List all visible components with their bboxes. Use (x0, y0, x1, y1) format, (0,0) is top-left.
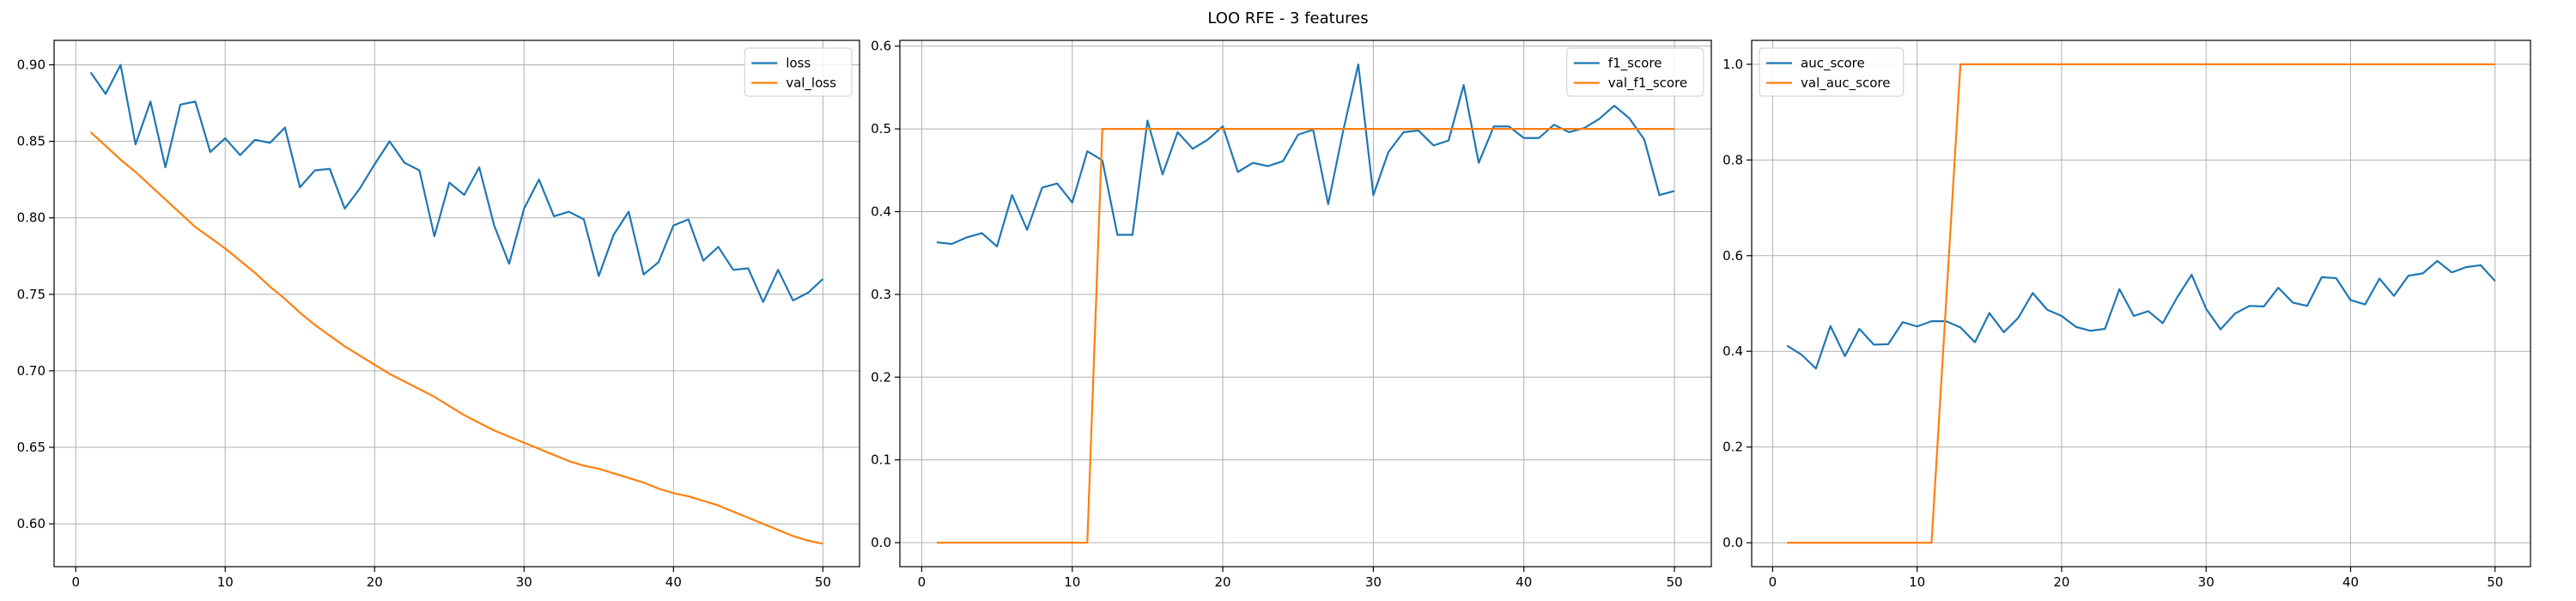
legend: f1_score val_f1_score (1566, 47, 1704, 97)
legend-label: val_f1_score (1608, 76, 1687, 92)
axes-frame (53, 39, 860, 568)
y-tick-label: 0.70 (17, 363, 46, 379)
x-tick-label: 0 (71, 574, 80, 590)
y-tick-label: 0.4 (871, 204, 891, 220)
y-tick-label: 0.80 (17, 210, 46, 226)
legend: auc_score val_auc_score (1759, 47, 1905, 97)
figure-title: LOO RFE - 3 features (1207, 9, 1368, 27)
x-tick-label: 10 (1064, 574, 1080, 590)
x-tick-label: 0 (918, 574, 927, 590)
x-tick-label: 20 (2053, 574, 2069, 590)
x-tick-label: 50 (2487, 574, 2503, 590)
x-tick-label: 40 (1516, 574, 1532, 590)
x-tick-label: 20 (1215, 574, 1231, 590)
y-tick-label: 0.90 (17, 58, 46, 73)
y-tick-label: 0.85 (17, 134, 46, 149)
y-tick-label: 0.65 (17, 440, 46, 455)
legend-label: loss (786, 56, 811, 71)
y-tick-label: 0.6 (871, 39, 891, 54)
axes-frame (1751, 39, 2531, 568)
series-line-f1-score (936, 63, 1675, 248)
x-tick-label: 40 (665, 574, 682, 590)
legend-label: val_loss (786, 76, 836, 92)
legend-box (1759, 47, 1905, 97)
y-tick-label: 0.60 (17, 516, 46, 531)
y-tick-label: 0.2 (1722, 440, 1743, 455)
subplot-1: 0 10 20 30 40 50 0.60 0.65 0.70 0.75 0.80 0.85 0.90 l… (17, 39, 860, 590)
subplot-2: 0 10 20 30 40 50 0.0 0.1 0.2 0.3 0.4 0.5 0.6 f1_score… (871, 39, 1712, 590)
series-line-loss (89, 64, 824, 303)
x-tick-label: 50 (815, 574, 831, 590)
subplot-3: 0 10 20 30 40 50 0.0 0.2 0.4 0.6 0.8 1.0 auc_scoreva… (1722, 39, 2531, 590)
y-tick-label: 0.6 (1722, 248, 1743, 264)
x-tick-label: 10 (217, 574, 234, 590)
x-tick-label: 20 (367, 574, 383, 590)
y-tick-label: 0.75 (17, 287, 46, 302)
x-tick-label: 40 (2342, 574, 2359, 590)
legend-box (1566, 47, 1704, 97)
series-line-val-auc-score (1787, 63, 2495, 544)
x-tick-label: 30 (1365, 574, 1382, 590)
y-tick-label: 0.0 (1722, 535, 1743, 550)
y-tick-label: 0.8 (1722, 152, 1743, 167)
x-tick-label: 30 (516, 574, 532, 590)
x-tick-label: 10 (1909, 574, 1925, 590)
series-line-val-f1-score (936, 128, 1675, 544)
legend-label: val_auc_score (1801, 76, 1891, 92)
x-tick-label: 30 (2198, 574, 2215, 590)
y-tick-label: 0.1 (871, 452, 891, 468)
y-tick-label: 0.5 (871, 121, 891, 137)
legend-box (744, 47, 853, 97)
legend-label: auc_score (1801, 56, 1865, 72)
axes-frame (899, 39, 1712, 568)
x-tick-label: 0 (1769, 574, 1777, 590)
series-line-auc-score (1786, 259, 2496, 370)
series-line-val-loss (89, 131, 823, 545)
legend-label: f1_score (1608, 56, 1662, 72)
y-tick-label: 0.4 (1722, 343, 1743, 359)
y-tick-label: 1.0 (1722, 57, 1743, 72)
subplots: 0 10 20 30 40 500.600.650.700.750.800.850.90 l… (17, 39, 2531, 590)
y-tick-label: 0.0 (871, 535, 891, 550)
y-tick-label: 0.2 (871, 369, 891, 385)
y-tick-label: 0.3 (871, 287, 891, 302)
x-tick-label: 50 (1666, 574, 1682, 590)
legend: loss val_loss (744, 47, 853, 97)
